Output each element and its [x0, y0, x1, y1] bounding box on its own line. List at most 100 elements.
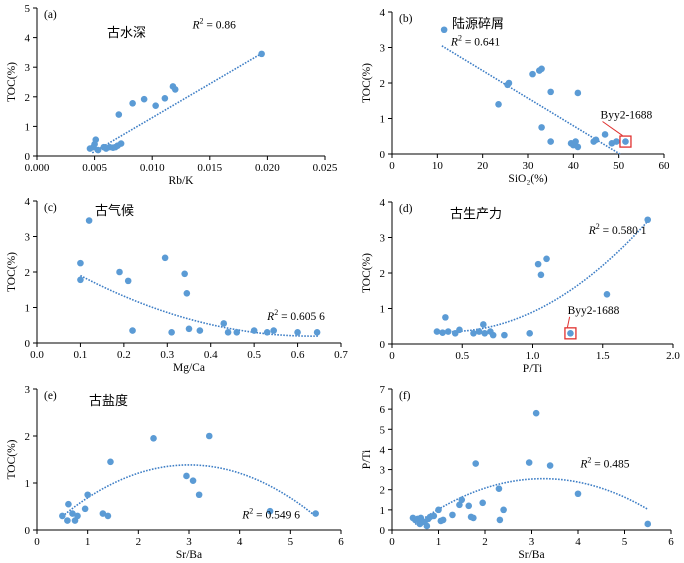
chart-c-data-point: [313, 329, 321, 336]
chart-d-data-point: [501, 331, 508, 339]
chart-f-y-tick-label: 4: [380, 444, 386, 456]
chart-c-data-point: [294, 329, 301, 336]
chart-e-data-point: [65, 500, 72, 508]
chart-c-x-tick-label: 0.2: [117, 349, 131, 361]
chart-e-y-tick-label: 1: [25, 478, 31, 490]
chart-e-data-point: [312, 510, 319, 517]
chart-c-y-tick-label: 4: [25, 196, 31, 208]
chart-f-panel-label: (f): [399, 390, 411, 402]
chart-e-x-tick-label: 0: [34, 536, 40, 548]
chart-d-trend-line: [434, 220, 649, 333]
chart-f-x-tick-label: 3: [529, 536, 535, 548]
chart-d-y-tick-label: 3: [380, 233, 386, 245]
chart-d-data-point: [567, 330, 574, 337]
chart-c-title: 古气候: [95, 203, 134, 219]
chart-a-data-point: [94, 146, 102, 154]
chart-c-x-tick-label: 0.1: [74, 349, 88, 361]
chart-a-r2-label: R2 = 0.86: [192, 17, 237, 32]
chart-b-x-tick-label: 60: [659, 160, 671, 172]
chart-f-y-tick-label: 0: [380, 525, 386, 537]
chart-d-callout-box: [564, 327, 577, 340]
chart-f-x-tick-label: 6: [668, 536, 674, 548]
chart-f-data-point: [500, 506, 507, 514]
chart-f-data-point: [574, 490, 582, 498]
chart-d-data-point: [442, 314, 449, 321]
chart-c-x-axis-label: Mg/Ca: [173, 362, 205, 374]
chart-d-y-tick-label: 2: [380, 268, 386, 280]
chart-f-data-point: [532, 409, 540, 417]
chart-d-y-axis-label: TOC(%): [361, 253, 373, 293]
chart-c-data-point: [220, 320, 228, 327]
chart-b-data-point: [622, 138, 629, 145]
chart-f-data-point: [496, 516, 504, 524]
chart-b-callout-label: Byy2-1688: [601, 110, 653, 122]
chart-b-y-tick-label: 2: [380, 78, 386, 90]
chart-e-data-point: [107, 458, 114, 466]
chart-a-y-tick-label: 0: [25, 151, 31, 163]
chart-c-data-point: [116, 268, 123, 276]
chart-b-title: 陆源碎屑: [452, 16, 504, 32]
chart-f-data-point: [644, 520, 652, 528]
chart-e-data-point: [189, 477, 197, 484]
chart-f-data-point: [465, 502, 473, 510]
chart-d-r2-label: R2 = 0.580 1: [588, 222, 647, 237]
chart-d-data-point: [489, 331, 497, 339]
chart-c-r2-label: R2 = 0.605 6: [266, 308, 325, 323]
chart-d-x-tick-label: 1.5: [596, 350, 610, 362]
chart-b-y-tick-label: 4: [380, 7, 386, 19]
chart-a-title: 古水深: [107, 26, 146, 41]
chart-c-x-tick-label: 0.6: [291, 349, 305, 361]
chart-f-x-tick-label: 1: [436, 536, 442, 548]
chart-a-data-point: [152, 102, 159, 109]
chart-d-data-point: [603, 291, 611, 298]
chart-b-data-point: [547, 88, 554, 96]
chart-a-x-tick-label: 0.005: [82, 162, 107, 174]
chart-c-data-point: [85, 217, 93, 224]
chart-b-r2-label: R2 = 0.641: [450, 34, 500, 49]
chart-d-y-tick-label: 0: [380, 339, 386, 351]
chart-f-x-tick-label: 2: [482, 536, 488, 548]
chart-b-data-point: [440, 26, 448, 34]
chart-b-y-tick-label: 1: [380, 114, 386, 126]
chart-d-data-point: [644, 216, 652, 224]
chart-d-data-point: [456, 326, 463, 334]
chart-d: 0 0.5 1.0 1.5 2.0 0 1 2 3 4 P/Ti TOC(%) (d) 古生产力 R2 = …: [361, 197, 680, 375]
chart-f-data-point: [458, 496, 466, 504]
chart-d-data-point: [480, 321, 487, 328]
chart-c-data-point: [250, 327, 258, 334]
chart-f-data-point: [449, 511, 456, 519]
chart-b-x-axis-label: SiO₂(%): [508, 173, 547, 185]
chart-b-data-point: [574, 89, 582, 97]
chart-a-panel-label: (a): [44, 9, 57, 21]
chart-e-data-point: [84, 491, 91, 499]
chart-e-y-tick-label: 3: [25, 384, 31, 396]
chart-a: 0.000 0.005 0.010 0.015 0.020 0.025 0 1 2 3 4 5 Rb/K…: [6, 3, 338, 187]
chart-d-y-tick-label: 1: [380, 304, 386, 316]
chart-d-x-tick-label: 0: [389, 350, 395, 362]
chart-a-x-tick-label: 0.000: [25, 162, 50, 174]
chart-c-y-tick-label: 1: [25, 303, 31, 315]
chart-b-y-tick-label: 0: [380, 149, 386, 161]
chart-d-data-point: [475, 328, 483, 335]
chart-e-data-point: [195, 491, 203, 499]
chart-c-data-point: [196, 327, 204, 334]
chart-c-trend-line: [80, 274, 320, 337]
chart-d-x-tick-label: 1.0: [526, 350, 540, 362]
chart-e-y-tick-label: 2: [25, 431, 31, 443]
chart-a-data-point: [117, 140, 125, 147]
chart-c-data-point: [270, 327, 277, 334]
chart-a-data-point: [92, 136, 100, 144]
chart-f-data-point: [495, 485, 503, 493]
chart-e-x-tick-label: 2: [136, 536, 142, 548]
chart-d-data-point: [543, 255, 550, 263]
chart-f-data-point: [435, 506, 442, 514]
chart-f-y-tick-label: 7: [380, 384, 386, 396]
chart-f-y-tick-label: 5: [380, 424, 386, 436]
chart-c-data-point: [129, 327, 136, 334]
chart-a-data-point: [129, 100, 136, 107]
chart-a-data-point: [171, 86, 179, 93]
chart-c-y-axis-label: TOC(%): [6, 252, 18, 292]
chart-c-y-tick-label: 0: [25, 338, 31, 350]
